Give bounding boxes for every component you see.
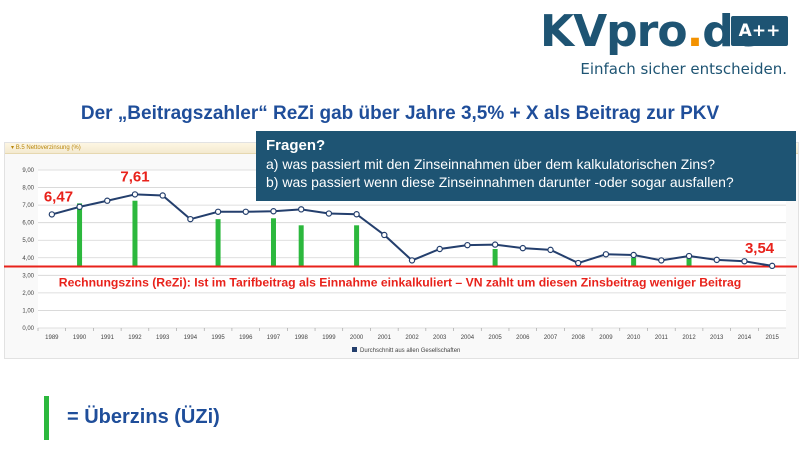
y-tick-label: 2,00: [22, 291, 34, 297]
data-point: [464, 241, 471, 249]
series-line: [48, 191, 776, 270]
callout-question-b: b) was passiert wenn diese Zinseinnahmen…: [266, 174, 734, 190]
x-tick-label: 2006: [516, 335, 530, 341]
x-tick-label: 2001: [378, 335, 392, 341]
x-tick-label: 1991: [101, 335, 115, 341]
data-point: [104, 197, 111, 204]
slide-title: Der „Beitragszahler“ ReZi gab über Jahre…: [80, 103, 720, 124]
data-point: [491, 241, 499, 248]
data-point: [270, 208, 277, 215]
x-tick-label: 1995: [211, 335, 225, 341]
y-tick-label: 8,00: [22, 186, 34, 192]
callout-title: Fragen?: [266, 137, 326, 154]
rating-badge: A++: [731, 16, 788, 46]
annotations: Rechnungszins (ReZi): Ist im Tarifbeitra…: [44, 168, 775, 289]
data-point: [159, 192, 166, 199]
data-point: [325, 210, 333, 217]
y-tick-label: 1,00: [22, 308, 34, 314]
y-tick-label: 4,00: [22, 256, 34, 262]
data-point: [187, 215, 194, 223]
value-annotation: 6,47: [44, 188, 73, 205]
y-tick-label: 9,00: [22, 168, 34, 174]
x-tick-label: 1994: [184, 335, 198, 341]
x-tick-label: 2002: [405, 335, 419, 341]
data-point: [602, 251, 610, 258]
x-tick-label: 2014: [738, 335, 752, 341]
x-tick-label: 1992: [128, 335, 142, 341]
x-tick-label: 2000: [350, 335, 364, 341]
data-point: [48, 211, 56, 218]
data-point: [436, 245, 443, 253]
data-point: [575, 259, 582, 267]
x-tick-label: 1997: [267, 335, 281, 341]
y-tick-label: 5,00: [22, 238, 34, 244]
x-tick-label: 1996: [239, 335, 253, 341]
rezi-label: Rechnungszins (ReZi): Ist im Tarifbeitra…: [59, 276, 741, 290]
surplus-bar: [492, 249, 498, 267]
data-point: [630, 251, 637, 259]
data-point: [242, 208, 249, 215]
x-tick-label: 2010: [627, 335, 641, 341]
data-point: [353, 211, 360, 218]
x-tick-label: 1993: [156, 335, 170, 341]
value-annotation: 3,54: [745, 240, 775, 257]
x-tick-label: 2005: [488, 335, 502, 341]
surplus-bar: [631, 257, 637, 267]
surplus-legend-swatch: [44, 396, 49, 440]
x-tick-label: 2003: [433, 335, 447, 341]
x-tick-label: 2009: [599, 335, 613, 341]
questions-callout: Fragen? a) was passiert mit den Zinseinn…: [256, 131, 796, 201]
x-tick-label: 2015: [765, 335, 779, 341]
x-tick-label: 2004: [461, 335, 475, 341]
data-point: [76, 203, 83, 211]
x-tick-label: 1998: [295, 335, 309, 341]
x-tick-label: 2012: [682, 335, 696, 341]
panel-header-label: B.5 Nettoverzinsung (%): [15, 145, 81, 151]
logo-dot: .: [686, 6, 704, 57]
y-tick-label: 6,00: [22, 221, 34, 227]
y-tick-label: 7,00: [22, 203, 34, 209]
x-tick-label: 2008: [572, 335, 586, 341]
x-tick-label: 2007: [544, 335, 558, 341]
data-point: [685, 252, 693, 260]
logo-main: KVpro: [540, 6, 688, 57]
data-point: [547, 246, 554, 254]
data-point: [131, 191, 139, 198]
data-point: [297, 206, 305, 213]
data-point: [381, 231, 388, 239]
value-annotation: 7,61: [120, 168, 149, 185]
data-point: [713, 256, 720, 264]
brand-header: KVpro.de A++ Einfach sicher entscheiden.: [0, 0, 800, 92]
x-tick-label: 2013: [710, 335, 724, 341]
x-tick-label: 2011: [655, 335, 669, 341]
surplus-bars: [77, 200, 692, 267]
tagline: Einfach sicher entscheiden.: [580, 60, 787, 78]
surplus-legend-label: = Überzins (ÜZi): [67, 406, 220, 428]
data-point: [408, 257, 416, 264]
data-point: [519, 244, 527, 252]
series-legend-label: Durchschnitt aus allen Gesellschaften: [360, 348, 460, 354]
data-point: [214, 208, 222, 215]
axis-labels: 0,00 1,00 2,00 3,00 4,00 5,00 6,00 7,00 8,00 9,00…: [22, 168, 779, 354]
data-point: [658, 257, 665, 264]
surplus-bar: [298, 225, 304, 267]
x-tick-label: 1999: [322, 335, 336, 341]
surplus-bar: [132, 200, 138, 267]
surplus-bar: [354, 225, 360, 267]
x-tick-label: 1990: [73, 335, 87, 341]
data-point: [768, 262, 776, 270]
y-tick-label: 0,00: [22, 326, 34, 332]
surplus-bar: [215, 219, 221, 267]
data-point: [741, 258, 748, 265]
series-legend-swatch: [352, 347, 357, 352]
x-tick-label: 1989: [45, 335, 59, 341]
surplus-bar: [270, 218, 276, 267]
surplus-bar: [686, 257, 692, 267]
y-tick-label: 3,00: [22, 273, 34, 279]
surplus-bar: [77, 203, 83, 267]
callout-question-a: a) was passiert mit den Zinseinnahmen üb…: [266, 156, 715, 172]
